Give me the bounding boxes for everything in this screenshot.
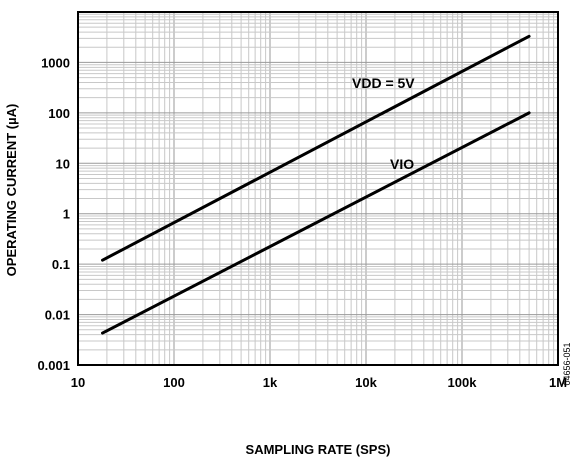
series-line-vdd [101, 34, 531, 262]
x-tick-label: 100k [448, 375, 478, 390]
y-tick-label: 1 [63, 207, 70, 222]
series-line-vio [101, 111, 531, 335]
y-tick-label: 0.01 [45, 308, 70, 323]
x-tick-label: 1M [549, 375, 567, 390]
series-label-vdd: VDD = 5V [352, 75, 415, 91]
y-tick-label: 0.1 [52, 257, 70, 272]
y-tick-label: 10 [56, 156, 70, 171]
series-layer [101, 34, 531, 335]
y-tick-label: 0.001 [37, 358, 70, 373]
x-tick-label: 10k [355, 375, 377, 390]
y-tick-label: 100 [48, 106, 70, 121]
y-tick-labels: 0.001 0.01 0.1 1 10 100 1000 [37, 55, 70, 373]
x-tick-label: 100 [163, 375, 185, 390]
x-tick-label: 10 [71, 375, 85, 390]
x-tick-label: 1k [263, 375, 278, 390]
series-label-vio: VIO [390, 156, 414, 172]
x-tick-labels: 10 100 1k 10k 100k 1M [71, 375, 567, 390]
figure-id: 04656-051 [562, 342, 572, 385]
x-axis-title: SAMPLING RATE (SPS) [246, 442, 391, 457]
y-axis-title: OPERATING CURRENT (µA) [4, 104, 19, 277]
plot-frame [77, 11, 559, 366]
y-tick-label: 1000 [41, 55, 70, 70]
plot-grid [77, 12, 558, 366]
